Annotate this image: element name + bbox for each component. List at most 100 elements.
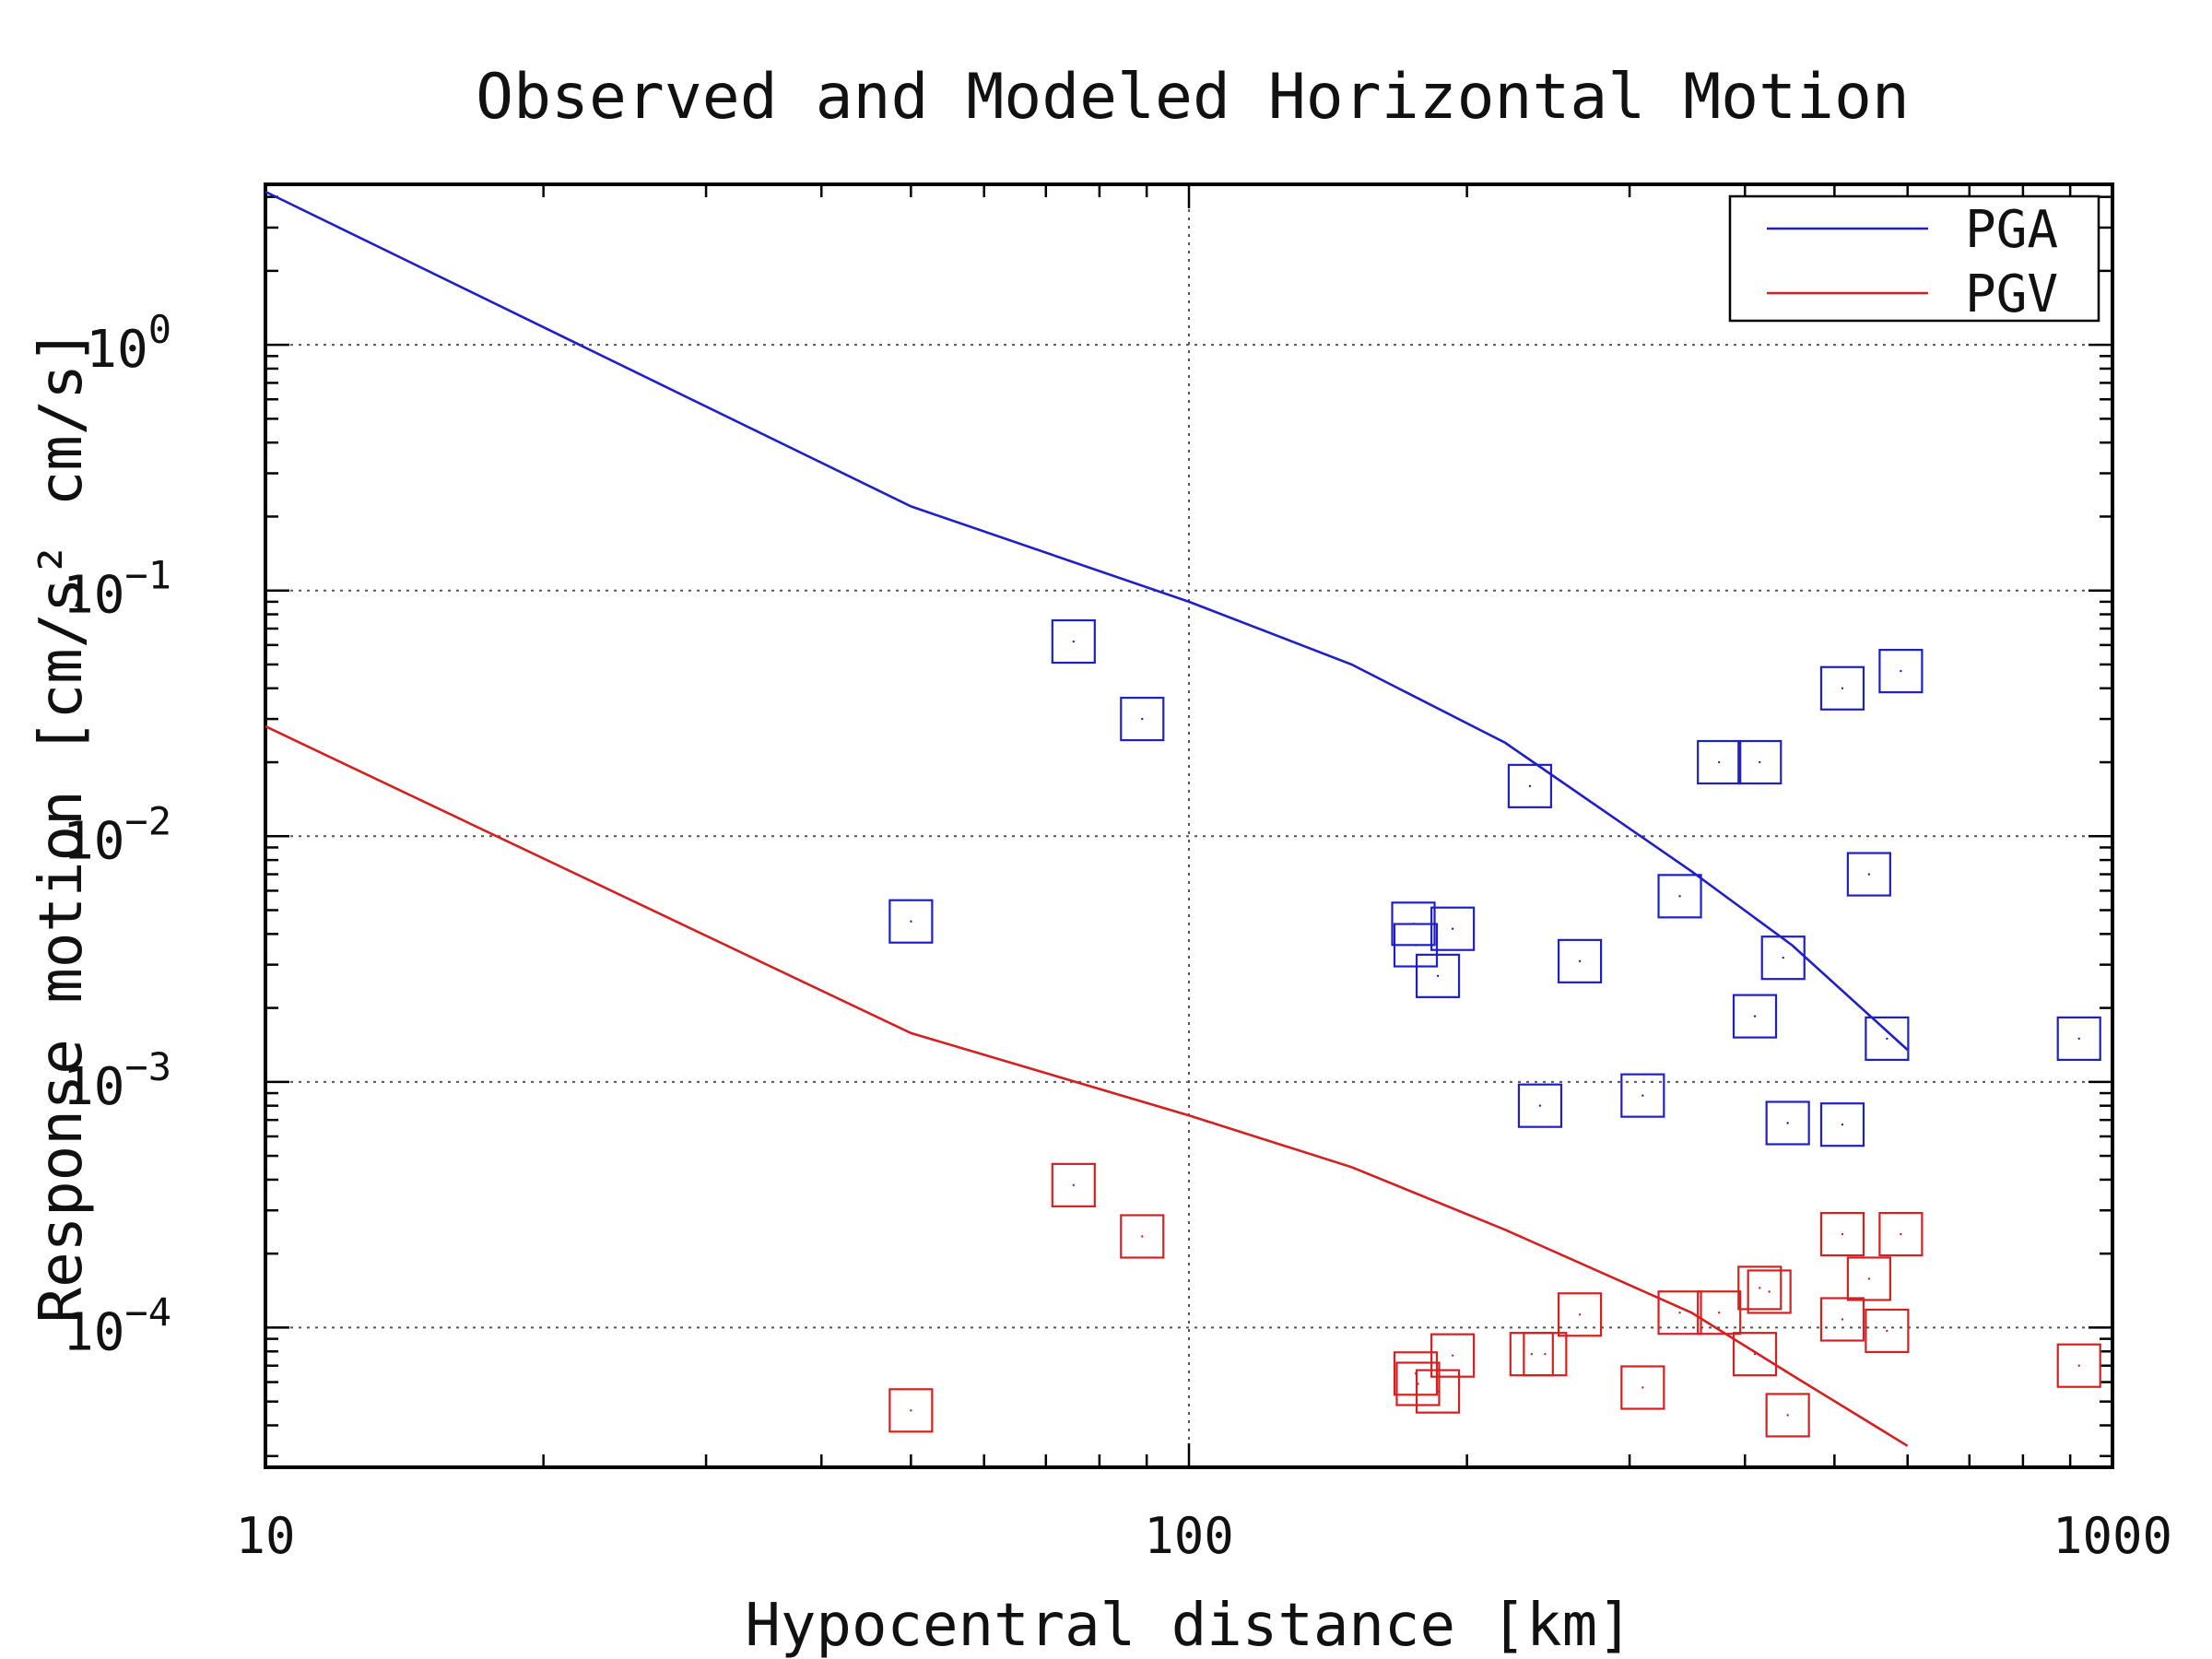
- legend-label-pga: PGA: [1965, 200, 2058, 260]
- data-point-center-pga: [2077, 1037, 2080, 1041]
- y-tick-label: 10−2: [63, 798, 171, 871]
- data-point-pga: [1557, 938, 1603, 983]
- data-point-pgv: [1523, 1332, 1568, 1377]
- data-point-pga: [1819, 1102, 1865, 1147]
- data-point-pga: [1507, 763, 1553, 808]
- data-point-center-pga: [1841, 687, 1844, 689]
- scatter-markers: [888, 618, 2101, 1438]
- data-point-center-pga: [910, 920, 912, 923]
- data-point-pgv: [1732, 1332, 1778, 1377]
- data-point-center-pga: [1678, 895, 1681, 898]
- data-point-center-pgv: [1072, 1183, 1076, 1187]
- data-point-pga: [1878, 649, 1924, 694]
- data-point-pga: [1732, 994, 1778, 1039]
- data-point-pgv: [1051, 1162, 1096, 1207]
- data-point-pgv: [1865, 1308, 1910, 1354]
- data-point-pgv: [2056, 1343, 2101, 1388]
- legend-box: [1728, 194, 2100, 323]
- data-point-pgv: [1819, 1211, 1865, 1257]
- data-point-pgv: [1747, 1269, 1792, 1314]
- plot-area-frame: [264, 182, 2114, 1469]
- data-point-pgv: [1430, 1333, 1476, 1378]
- data-point-center-pgv: [1530, 1352, 1534, 1356]
- data-point-center-pga: [1867, 873, 1871, 876]
- data-point-pga: [1846, 852, 1891, 897]
- data-point-center-pga: [1841, 1124, 1844, 1126]
- data-point-pgv: [1697, 1290, 1742, 1335]
- data-point-center-pgv: [1436, 1390, 1440, 1393]
- data-point-center-pgv: [1759, 1287, 1761, 1289]
- data-point-center-pgv: [1678, 1312, 1681, 1314]
- data-point-pgv: [1819, 1297, 1865, 1342]
- data-point-center-pga: [1786, 1122, 1789, 1124]
- data-point-center-pgv: [1786, 1414, 1789, 1417]
- data-point-center-pgv: [1141, 1235, 1144, 1238]
- data-point-pga: [1051, 618, 1096, 665]
- data-point-pgv: [1765, 1393, 1810, 1438]
- data-point-center-pga: [1528, 784, 1532, 788]
- model-lines: [265, 190, 1909, 1447]
- x-tick-label: 1000: [2053, 1507, 2172, 1565]
- series-line-pga: [265, 190, 1909, 1052]
- data-point-center-pgv: [910, 1409, 912, 1412]
- data-point-pga: [1430, 906, 1476, 951]
- x-tick-labels: 10 100 1000: [235, 1507, 2172, 1565]
- data-point-pga: [1120, 696, 1165, 742]
- data-point-pgv: [1878, 1211, 1924, 1257]
- data-point-center-pgv: [1841, 1318, 1844, 1321]
- data-point-pgv: [1415, 1369, 1461, 1414]
- x-tick-label: 10: [235, 1507, 295, 1565]
- data-point-center-pgv: [1578, 1313, 1582, 1316]
- data-point-pgv: [1846, 1256, 1891, 1301]
- data-point-center-pgv: [1544, 1352, 1547, 1356]
- data-point-pga: [1865, 1016, 1910, 1062]
- data-point-pgv: [1737, 1265, 1783, 1311]
- data-point-center-pga: [1451, 927, 1454, 930]
- y-tick-label: 10−1: [63, 553, 171, 626]
- data-point-center-pgv: [1641, 1386, 1644, 1389]
- legend-label-pgv: PGV: [1965, 265, 2058, 324]
- data-point-pga: [1697, 739, 1742, 785]
- data-point-center-pga: [1900, 669, 1902, 673]
- y-tick-label: 100: [86, 307, 171, 380]
- data-point-center-pga: [1538, 1104, 1542, 1107]
- data-point-pgv: [1557, 1292, 1603, 1337]
- data-point-center-pgv: [1768, 1290, 1771, 1293]
- series-line-pgv: [265, 724, 1909, 1447]
- x-axis-label: Hypocentral distance [km]: [745, 1592, 1632, 1659]
- data-point-pga: [888, 899, 934, 944]
- data-point-center-pga: [1782, 956, 1784, 959]
- y-tick-labels: 100 10−1 10−2 10−3 10−4: [63, 307, 171, 1362]
- data-point-pga: [1657, 874, 1702, 919]
- data-point-pga: [1415, 953, 1461, 998]
- data-point-pgv: [888, 1388, 934, 1433]
- data-point-center-pga: [1886, 1037, 1888, 1041]
- data-point-center-pgv: [1451, 1354, 1454, 1357]
- data-point-pgv: [1620, 1365, 1665, 1410]
- data-point-center-pga: [1414, 944, 1418, 947]
- data-point-center-pga: [1717, 760, 1721, 764]
- data-point-pga: [2056, 1016, 2101, 1062]
- data-point-center-pga: [1436, 974, 1440, 978]
- data-point-center-pga: [1578, 959, 1582, 963]
- data-point-pgv: [1657, 1290, 1702, 1335]
- data-point-center-pgv: [1900, 1232, 1902, 1236]
- data-point-center-pga: [1753, 1015, 1757, 1018]
- data-point-center-pgv: [2077, 1364, 2080, 1367]
- y-tick-label: 10−4: [63, 1289, 171, 1362]
- data-point-pga: [1819, 665, 1865, 711]
- y-tick-label: 10−3: [63, 1044, 171, 1117]
- data-point-pgv: [1120, 1214, 1165, 1259]
- data-point-center-pga: [1141, 717, 1144, 721]
- data-point-pga: [1737, 739, 1783, 785]
- x-tick-label: 100: [1144, 1507, 1234, 1565]
- data-point-pga: [1517, 1083, 1563, 1128]
- y-axis-label: Response motion [cm/s² cm/s]: [28, 329, 96, 1324]
- data-point-center-pga: [1072, 640, 1076, 643]
- data-point-center-pgv: [1841, 1232, 1844, 1236]
- data-point-center-pgv: [1717, 1312, 1721, 1314]
- data-point-pgv: [1395, 1361, 1441, 1406]
- chart-title: Observed and Modeled Horizontal Motion: [476, 61, 1910, 134]
